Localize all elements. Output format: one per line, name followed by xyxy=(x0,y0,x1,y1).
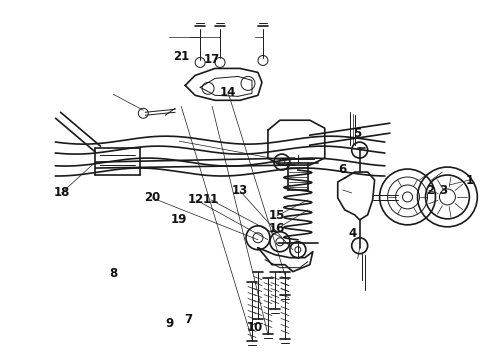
Text: 12: 12 xyxy=(188,193,204,206)
Text: 20: 20 xyxy=(144,192,160,204)
Text: 19: 19 xyxy=(171,213,187,226)
Text: 9: 9 xyxy=(165,317,173,330)
Text: 2: 2 xyxy=(427,184,435,197)
Text: 17: 17 xyxy=(204,53,220,66)
Text: 7: 7 xyxy=(185,313,193,327)
Text: 11: 11 xyxy=(203,193,219,206)
Text: 6: 6 xyxy=(339,163,347,176)
Text: 5: 5 xyxy=(353,127,362,140)
Text: 3: 3 xyxy=(439,184,447,197)
Text: 15: 15 xyxy=(269,210,285,222)
Text: 10: 10 xyxy=(246,320,263,333)
Text: 21: 21 xyxy=(173,50,190,63)
Text: 8: 8 xyxy=(109,267,117,280)
Text: 1: 1 xyxy=(466,174,474,186)
Text: 18: 18 xyxy=(53,186,70,199)
Text: 13: 13 xyxy=(232,184,248,197)
Text: 4: 4 xyxy=(348,227,357,240)
Text: 14: 14 xyxy=(220,86,236,99)
Text: 16: 16 xyxy=(269,222,285,235)
